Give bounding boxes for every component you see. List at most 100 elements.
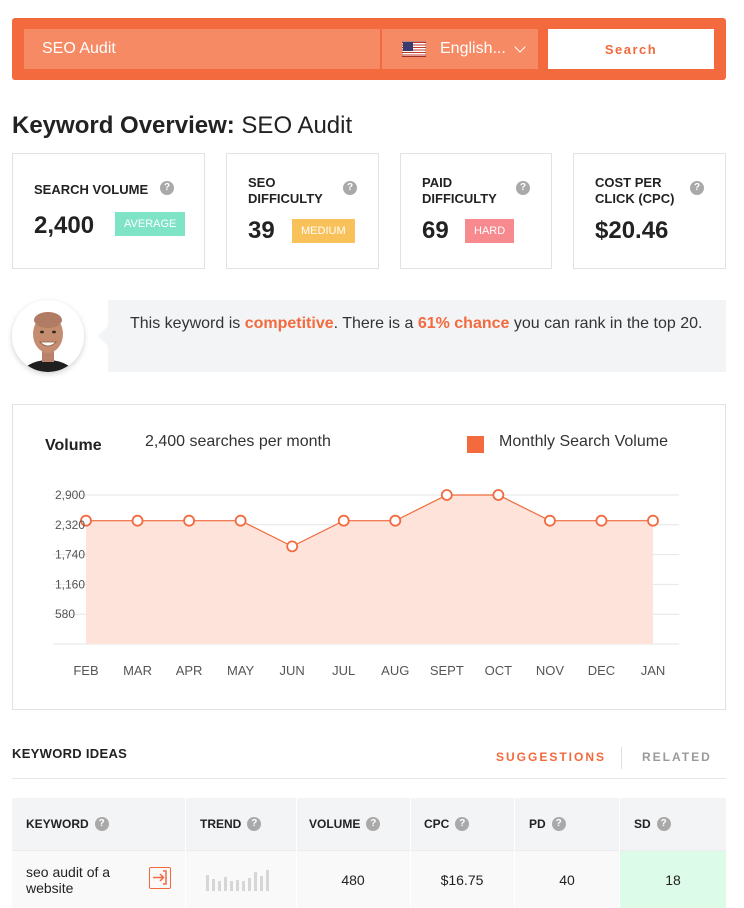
tab-related[interactable]: RELATED bbox=[642, 750, 712, 764]
row-sd: 18 bbox=[620, 851, 726, 908]
question-circle-icon[interactable]: ? bbox=[94, 817, 109, 831]
x-tick-label: MAY bbox=[227, 663, 255, 678]
data-point bbox=[131, 514, 144, 527]
col-separator bbox=[410, 798, 411, 908]
col-trend[interactable]: TREND? bbox=[200, 798, 262, 850]
col-separator bbox=[514, 798, 515, 908]
col-sd-label: SD bbox=[634, 817, 651, 831]
insight-text-1: This keyword is bbox=[130, 315, 245, 332]
table-header: KEYWORD? TREND? VOLUME? CPC? PD? SD? bbox=[12, 798, 726, 850]
question-circle-icon[interactable]: ? bbox=[690, 181, 704, 195]
x-tick-label: JAN bbox=[641, 663, 666, 678]
col-separator bbox=[185, 798, 186, 908]
row-keyword: seo audit of a website bbox=[26, 864, 111, 896]
paid-difficulty-badge: HARD bbox=[465, 219, 515, 243]
data-point bbox=[440, 489, 453, 501]
col-sd[interactable]: SD? bbox=[634, 798, 671, 850]
search-volume-badge: AVERAGE bbox=[115, 212, 186, 236]
tab-suggestions[interactable]: SUGGESTIONS bbox=[496, 750, 607, 764]
question-circle-icon[interactable]: ? bbox=[516, 181, 530, 195]
table-row: seo audit of a website 480 $16.75 40 18 bbox=[12, 850, 726, 908]
paid-difficulty-label-line1: PAID bbox=[422, 175, 453, 190]
paid-difficulty-card: PAID DIFFICULTY ? 69 HARD bbox=[400, 153, 552, 269]
page-title-keyword: SEO Audit bbox=[241, 112, 353, 139]
chart-subtitle: 2,400 searches per month bbox=[145, 433, 331, 450]
x-tick-label: APR bbox=[176, 663, 203, 678]
seo-difficulty-value: 39 bbox=[248, 217, 275, 244]
row-trend bbox=[202, 851, 292, 908]
data-point bbox=[337, 514, 350, 527]
search-volume-card: SEARCH VOLUME ? 2,400 AVERAGE bbox=[12, 153, 205, 269]
area-fill bbox=[86, 495, 653, 644]
arrow-into-box-icon[interactable] bbox=[149, 867, 171, 889]
search-input[interactable] bbox=[24, 29, 380, 69]
y-tick-label: 580 bbox=[55, 607, 75, 621]
seo-difficulty-label-line2: DIFFICULTY bbox=[248, 191, 323, 206]
data-point bbox=[492, 489, 505, 501]
row-cpc: $16.75 bbox=[440, 872, 484, 888]
search-button[interactable]: Search bbox=[548, 29, 714, 69]
question-circle-icon[interactable]: ? bbox=[343, 181, 357, 195]
chart-title: Volume bbox=[45, 437, 102, 454]
insight-text-2: . There is a bbox=[333, 315, 418, 332]
seo-difficulty-label: SEO DIFFICULTY bbox=[248, 175, 323, 207]
volume-chart: 2,900 2,320 1,740 1,160 580 FEB MAR APR MAY JUN JU… bbox=[53, 488, 679, 678]
seo-difficulty-badge: MEDIUM bbox=[292, 219, 355, 243]
page-title: Keyword Overview: SEO Audit bbox=[12, 112, 352, 140]
language-label: English... bbox=[440, 40, 506, 57]
search-bar: English... Search bbox=[12, 18, 726, 80]
cpc-label-line1: COST PER bbox=[595, 175, 662, 190]
ideas-divider bbox=[12, 778, 726, 779]
x-tick-label: MAR bbox=[123, 663, 152, 678]
data-point bbox=[647, 514, 659, 527]
data-point bbox=[234, 514, 247, 527]
insight-chance: 61% chance bbox=[417, 315, 510, 332]
data-point bbox=[183, 514, 195, 527]
question-circle-icon[interactable]: ? bbox=[247, 817, 262, 831]
search-volume-value: 2,400 bbox=[34, 212, 95, 239]
paid-difficulty-label-line2: DIFFICULTY bbox=[422, 191, 497, 206]
seo-difficulty-card: SEO DIFFICULTY ? 39 MEDIUM bbox=[226, 153, 379, 269]
insight-message: This keyword is competitive. There is a … bbox=[98, 300, 726, 372]
cpc-label: COST PER CLICK (CPC) bbox=[595, 175, 674, 207]
arrow-into-box-glyph bbox=[153, 870, 167, 885]
seo-difficulty-label-line1: SEO bbox=[248, 175, 276, 190]
paid-difficulty-value: 69 bbox=[422, 217, 449, 244]
question-circle-icon[interactable]: ? bbox=[656, 817, 671, 831]
data-point bbox=[389, 514, 402, 527]
col-volume-label: VOLUME bbox=[309, 817, 361, 831]
x-tick-label: NOV bbox=[536, 663, 565, 678]
keyword-ideas-table: KEYWORD? TREND? VOLUME? CPC? PD? SD? seo… bbox=[12, 798, 726, 908]
question-circle-icon[interactable]: ? bbox=[366, 817, 381, 831]
legend-label: Monthly Search Volume bbox=[499, 433, 668, 450]
question-circle-icon[interactable]: ? bbox=[455, 817, 470, 831]
x-tick-label: SEPT bbox=[430, 663, 464, 678]
y-tick-label: 2,900 bbox=[55, 488, 85, 502]
col-cpc[interactable]: CPC? bbox=[424, 798, 470, 850]
question-circle-icon[interactable]: ? bbox=[160, 181, 174, 195]
col-trend-label: TREND bbox=[200, 817, 242, 831]
col-separator bbox=[619, 798, 620, 908]
series-line bbox=[86, 494, 653, 548]
cpc-value: $20.46 bbox=[595, 217, 669, 244]
us-flag-icon bbox=[402, 41, 426, 57]
col-pd[interactable]: PD? bbox=[529, 798, 566, 850]
legend-swatch bbox=[467, 436, 484, 453]
chevron-down-icon bbox=[514, 41, 526, 53]
x-tick-label: DEC bbox=[588, 663, 615, 678]
data-point bbox=[595, 514, 608, 527]
col-volume[interactable]: VOLUME? bbox=[309, 798, 381, 850]
x-tick-label: AUG bbox=[381, 663, 409, 678]
col-cpc-label: CPC bbox=[424, 817, 450, 831]
y-tick-label: 1,160 bbox=[55, 577, 85, 591]
data-point bbox=[544, 514, 556, 527]
language-select[interactable]: English... bbox=[382, 29, 538, 69]
col-keyword[interactable]: KEYWORD? bbox=[26, 798, 109, 850]
trend-sparkline bbox=[206, 870, 269, 891]
col-pd-label: PD bbox=[529, 817, 546, 831]
question-circle-icon[interactable]: ? bbox=[551, 817, 566, 831]
x-tick-label: FEB bbox=[73, 663, 98, 678]
cpc-card: COST PER CLICK (CPC) ? $20.46 bbox=[573, 153, 726, 269]
data-point bbox=[286, 540, 299, 553]
row-volume: 480 bbox=[341, 872, 365, 888]
